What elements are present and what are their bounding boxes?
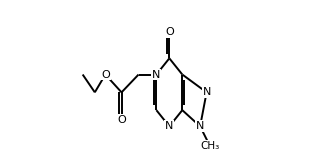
Text: O: O bbox=[165, 27, 174, 37]
Text: N: N bbox=[165, 121, 173, 131]
Text: N: N bbox=[196, 121, 204, 131]
Text: N: N bbox=[203, 87, 211, 97]
Text: O: O bbox=[117, 115, 126, 125]
Text: N: N bbox=[152, 69, 161, 80]
Text: O: O bbox=[101, 69, 110, 80]
Text: CH₃: CH₃ bbox=[200, 141, 220, 151]
